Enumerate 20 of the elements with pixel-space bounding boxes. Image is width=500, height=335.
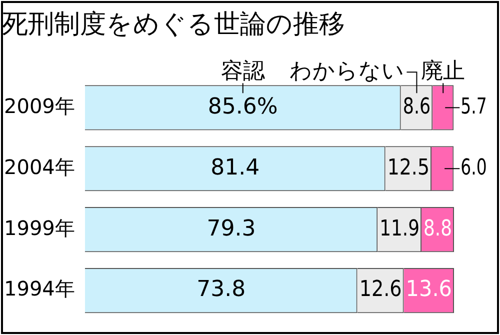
series-label: 廃止 — [421, 58, 466, 84]
data-label: 85.6% — [208, 94, 278, 120]
data-label: 79.3 — [206, 216, 256, 242]
y-tick-label: 2004年 — [4, 154, 75, 179]
data-label: 12.6 — [359, 276, 402, 302]
data-label: 12.5 — [387, 154, 430, 180]
y-tick-label: 2009年 — [4, 94, 75, 118]
data-label: 81.4 — [210, 155, 260, 180]
y-tick-label: 1994年 — [4, 276, 75, 301]
data-label: 5.7 — [460, 93, 487, 120]
series-label: 容認 — [220, 58, 265, 84]
chart-title: 死刑制度をめぐる世論の推移 — [2, 9, 345, 40]
data-label: 8.8 — [424, 214, 452, 241]
y-tick-label: 1999年 — [4, 216, 75, 240]
data-label: 13.6 — [406, 276, 452, 302]
data-label: 6.0 — [460, 154, 487, 180]
data-label: 73.8 — [196, 277, 246, 302]
series-label: わからない — [290, 58, 405, 84]
data-label: 11.9 — [380, 214, 420, 241]
data-label: 8.6 — [402, 93, 431, 119]
